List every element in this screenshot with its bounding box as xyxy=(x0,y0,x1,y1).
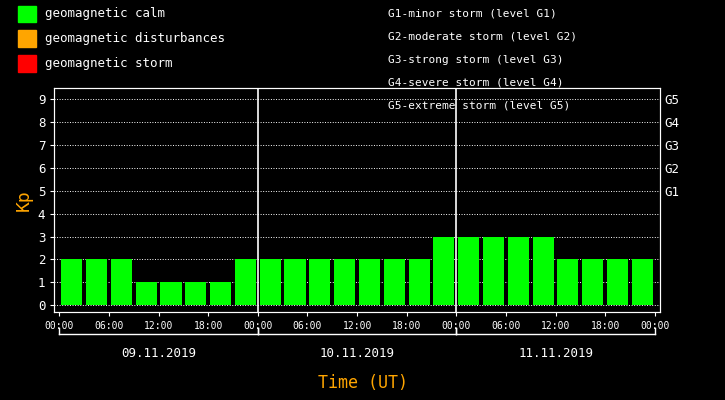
Text: G1-minor storm (level G1): G1-minor storm (level G1) xyxy=(388,9,557,19)
Y-axis label: Kp: Kp xyxy=(14,189,33,211)
Text: G2-moderate storm (level G2): G2-moderate storm (level G2) xyxy=(388,32,577,42)
Bar xyxy=(434,236,455,305)
Bar xyxy=(632,260,653,305)
Bar xyxy=(607,260,628,305)
Bar xyxy=(310,260,331,305)
Bar xyxy=(558,260,579,305)
Bar xyxy=(235,260,256,305)
Bar xyxy=(86,260,107,305)
Bar xyxy=(359,260,380,305)
Text: geomagnetic calm: geomagnetic calm xyxy=(45,8,165,20)
Bar xyxy=(483,236,504,305)
Text: 09.11.2019: 09.11.2019 xyxy=(121,347,196,360)
Text: G3-strong storm (level G3): G3-strong storm (level G3) xyxy=(388,55,563,65)
Text: 11.11.2019: 11.11.2019 xyxy=(518,347,593,360)
Bar xyxy=(458,236,479,305)
Bar xyxy=(136,282,157,305)
Bar xyxy=(61,260,82,305)
Bar xyxy=(284,260,305,305)
Bar xyxy=(186,282,207,305)
Text: geomagnetic disturbances: geomagnetic disturbances xyxy=(45,32,225,45)
Bar xyxy=(334,260,355,305)
Bar xyxy=(409,260,430,305)
Bar xyxy=(533,236,554,305)
Bar xyxy=(210,282,231,305)
Bar xyxy=(384,260,405,305)
Text: Time (UT): Time (UT) xyxy=(318,374,407,392)
Bar xyxy=(160,282,181,305)
Bar xyxy=(111,260,132,305)
Bar xyxy=(582,260,603,305)
Text: G5-extreme storm (level G5): G5-extreme storm (level G5) xyxy=(388,100,570,110)
Bar xyxy=(507,236,529,305)
Text: 10.11.2019: 10.11.2019 xyxy=(320,347,394,360)
Text: geomagnetic storm: geomagnetic storm xyxy=(45,57,173,70)
Bar xyxy=(260,260,281,305)
Text: G4-severe storm (level G4): G4-severe storm (level G4) xyxy=(388,78,563,88)
